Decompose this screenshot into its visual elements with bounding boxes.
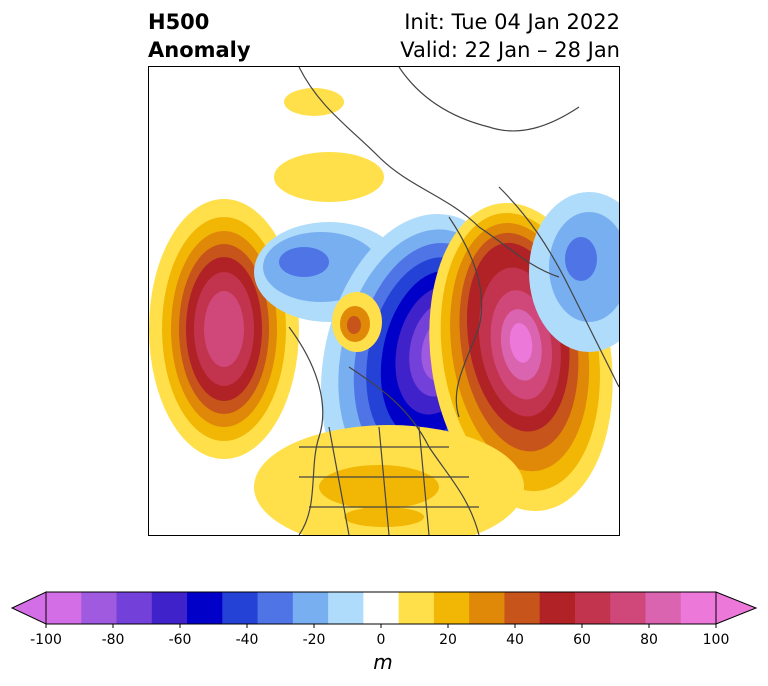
colorbar-cell xyxy=(257,592,294,624)
colorbar-cell xyxy=(46,592,82,624)
valid-range: Valid: 22 Jan – 28 Jan xyxy=(400,38,620,62)
colorbar-cell xyxy=(433,592,470,624)
anomaly-map xyxy=(148,66,620,536)
colorbar: -100 -80 -60 -40 -20 0 20 40 60 80 100 m xyxy=(10,591,758,674)
colorbar-tick-label: 20 xyxy=(439,632,457,648)
colorbar-cell xyxy=(398,592,435,624)
colorbar-tick-label: -20 xyxy=(303,632,326,648)
coastlines xyxy=(288,67,619,535)
colorbar-extend-low xyxy=(10,591,47,625)
map-title: H500 Anomaly xyxy=(148,8,251,64)
asia-ridge xyxy=(274,88,384,202)
colorbar-tick-label: 60 xyxy=(573,632,591,648)
colorbar-tick-label: -100 xyxy=(30,632,62,648)
colorbar-cell xyxy=(680,592,717,624)
colorbar-cell xyxy=(469,592,505,624)
colorbar-cell xyxy=(187,592,223,624)
colorbar-tick-label: 80 xyxy=(640,632,658,648)
colorbar-tick-label: 40 xyxy=(506,632,524,648)
colorbar-cell xyxy=(610,592,646,624)
asia-trough xyxy=(529,192,619,352)
colorbar-tick-label: -40 xyxy=(236,632,259,648)
colorbar-cell xyxy=(222,592,259,624)
colorbar-cell xyxy=(504,592,541,624)
colorbar-cell xyxy=(328,592,364,624)
anomaly-map-svg xyxy=(149,67,619,535)
colorbar-unit: m xyxy=(373,650,392,674)
colorbar-tick-label: 0 xyxy=(377,632,386,648)
colorbar-cell xyxy=(363,592,400,624)
title-product: Anomaly xyxy=(148,38,251,62)
colorbar-ticks: -100 -80 -60 -40 -20 0 20 40 60 80 100 xyxy=(30,624,729,648)
colorbar-cell xyxy=(81,592,118,624)
colorbar-extend-high xyxy=(715,591,758,625)
colorbar-cell xyxy=(539,592,576,624)
init-date: Init: Tue 04 Jan 2022 xyxy=(404,10,620,34)
colorbar-tick-label: -80 xyxy=(102,632,125,648)
alaska-high xyxy=(332,292,382,352)
colorbar-tick-label: 100 xyxy=(703,632,730,648)
map-dates: Init: Tue 04 Jan 2022 Valid: 22 Jan – 28… xyxy=(400,8,620,64)
colorbar-cell xyxy=(292,592,329,624)
colorbar-tick-label: -60 xyxy=(169,632,192,648)
colorbar-cell xyxy=(116,592,153,624)
colorbar-cells xyxy=(46,592,717,624)
title-variable: H500 xyxy=(148,10,210,34)
colorbar-cell xyxy=(151,592,188,624)
colorbar-cell xyxy=(645,592,682,624)
colorbar-cell xyxy=(574,592,611,624)
